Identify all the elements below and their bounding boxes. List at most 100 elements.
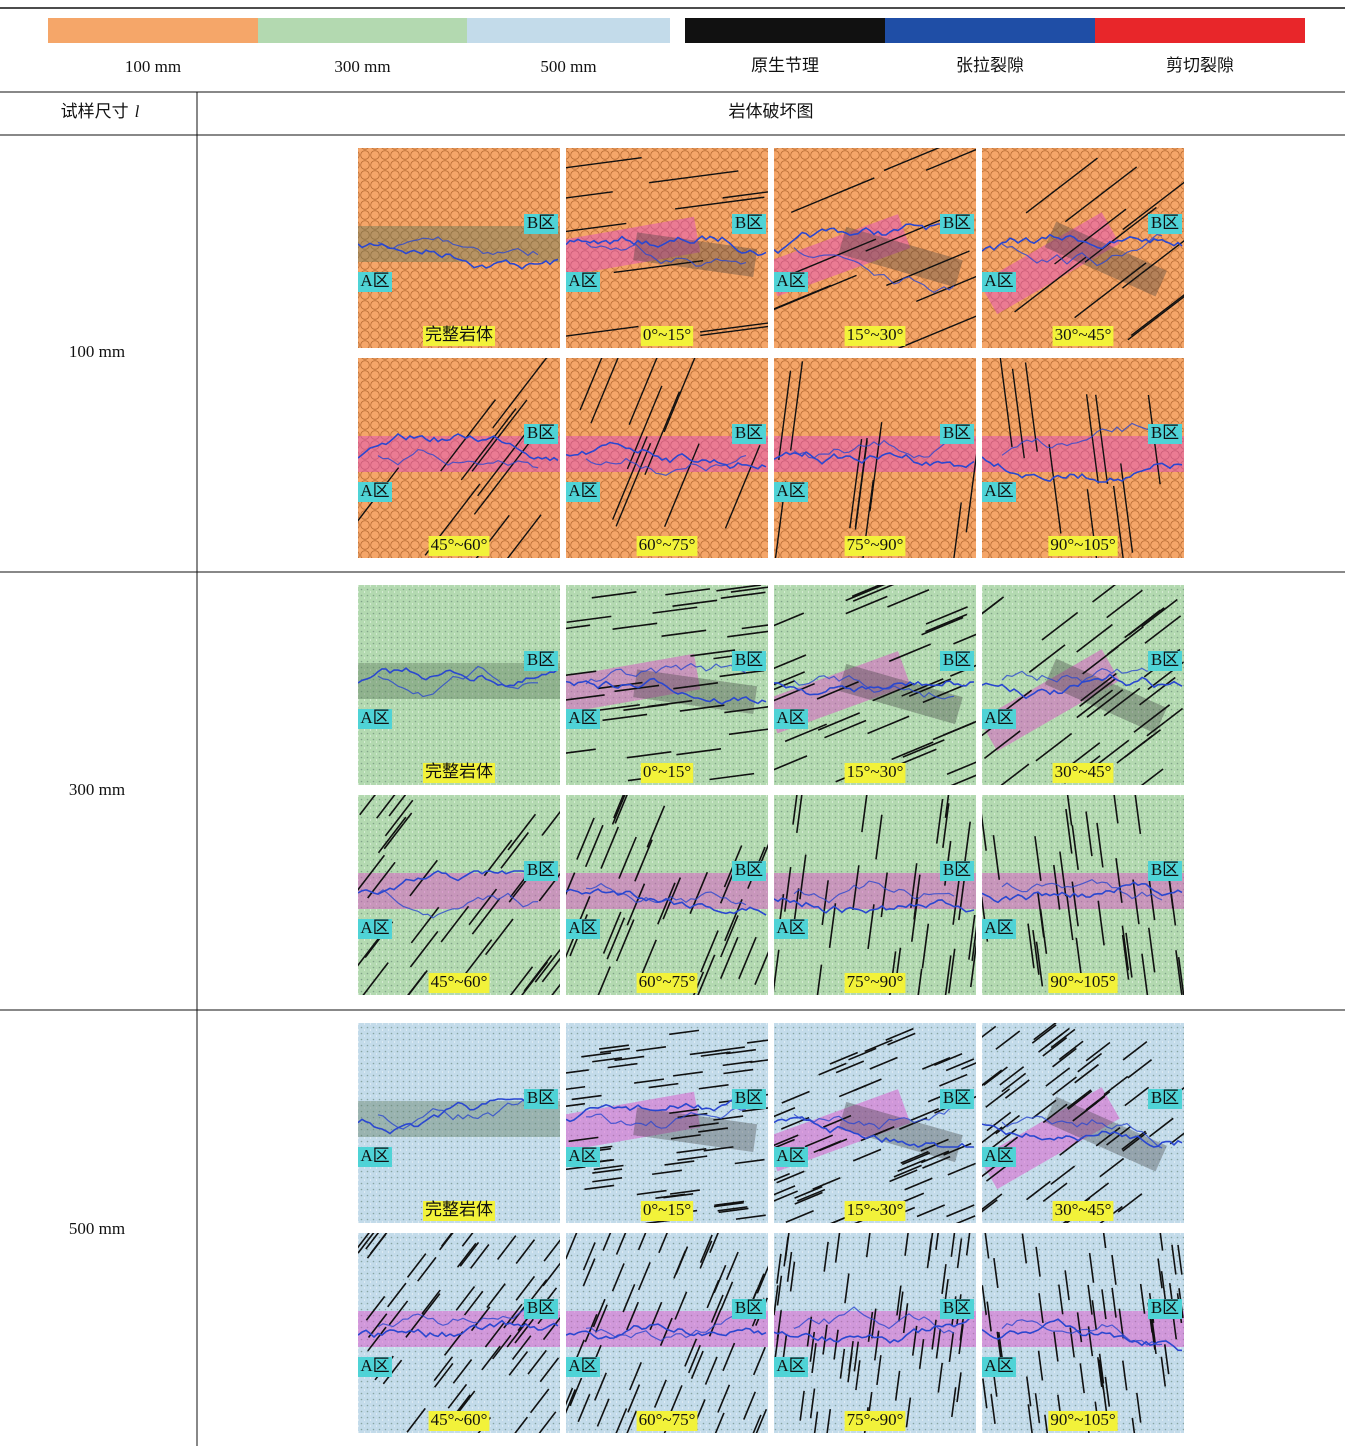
joint (629, 1361, 642, 1391)
joint (1147, 875, 1156, 921)
joint (1059, 851, 1067, 897)
zone-label: B区 (732, 650, 766, 671)
zone-label: A区 (982, 1356, 1016, 1377)
joint (1160, 1356, 1167, 1387)
joint (566, 1069, 589, 1074)
joint (543, 1239, 560, 1262)
zone-text: A区 (776, 271, 805, 290)
joint (1076, 623, 1113, 653)
joint (778, 370, 792, 461)
zone-text: B区 (1151, 1298, 1179, 1317)
zone-text: A区 (984, 271, 1013, 290)
joint (637, 1261, 651, 1291)
joint (724, 706, 768, 714)
tensile-crack (774, 1315, 975, 1344)
panel-label: 60°~75° (639, 972, 696, 991)
joint (1139, 676, 1176, 706)
joint (1085, 1090, 1111, 1111)
zone-label: B区 (732, 423, 766, 444)
zone-box (358, 1147, 392, 1167)
rock-background (982, 148, 1184, 348)
joint (983, 730, 1021, 759)
joint (1163, 1344, 1170, 1375)
joint (944, 955, 952, 995)
joint (844, 1273, 850, 1304)
joint (1120, 463, 1134, 553)
panel-label-box (423, 1201, 495, 1221)
joint (1076, 689, 1114, 719)
zone-box (566, 482, 600, 502)
joint (1132, 879, 1140, 925)
tensile-crack (566, 677, 767, 705)
joint (961, 1062, 976, 1070)
panel-label-box (844, 973, 906, 993)
zone-text: B区 (735, 860, 763, 879)
zone-box (358, 482, 392, 502)
panel-label-box (636, 536, 698, 556)
joint (898, 315, 976, 348)
panel-label-box (1048, 1411, 1118, 1431)
legend-swatch (467, 18, 670, 43)
joint (1096, 822, 1104, 868)
joint (1053, 1331, 1059, 1362)
joint (902, 739, 945, 758)
joint (738, 936, 757, 980)
joint (905, 1397, 912, 1428)
joint (582, 1242, 596, 1271)
joint (784, 723, 827, 743)
joint (925, 606, 968, 625)
zone-text: A区 (568, 708, 597, 727)
joint (521, 961, 549, 995)
joint (1168, 880, 1177, 926)
joint (992, 835, 1001, 880)
panel-label: 90°~105° (1050, 1410, 1115, 1429)
tensile-crack (774, 897, 975, 914)
joint (365, 1295, 386, 1321)
joint (1067, 1090, 1093, 1110)
legend-label: 300 mm (334, 57, 390, 76)
joint (388, 795, 407, 817)
joint (1066, 1089, 1092, 1109)
joint (849, 438, 863, 529)
panel-label: 0°~15° (643, 762, 691, 781)
joint (1095, 394, 1109, 485)
joint (484, 918, 514, 956)
joint (1064, 166, 1138, 223)
zone-label: A区 (566, 918, 600, 939)
joint (1054, 208, 1127, 265)
joint (689, 1049, 720, 1056)
joint (794, 1191, 823, 1205)
joint (720, 1281, 734, 1310)
joint (627, 1384, 641, 1413)
panel-label: 75°~90° (847, 1410, 904, 1429)
joint (956, 1372, 962, 1403)
joint (1097, 1357, 1103, 1388)
joint (652, 606, 698, 614)
joint (776, 1275, 783, 1306)
joint (514, 1318, 534, 1344)
joint (626, 883, 646, 926)
zone-text: A区 (360, 708, 389, 727)
joint (607, 1062, 638, 1069)
panel-label-box (428, 973, 490, 993)
zone-text: A区 (360, 918, 389, 937)
joint (869, 1056, 898, 1070)
joint (789, 361, 804, 451)
rock-panel (566, 585, 768, 785)
joint (995, 1114, 1021, 1135)
joint (1052, 1076, 1077, 1096)
joint (614, 795, 628, 824)
joint (566, 222, 627, 233)
tensile-crack (1001, 422, 1163, 456)
joint (1079, 1363, 1085, 1394)
zone-label: A区 (566, 1146, 600, 1167)
joint (471, 897, 501, 935)
joint (723, 1068, 754, 1075)
joint (1130, 294, 1184, 336)
joint (1127, 1059, 1153, 1079)
joint (675, 196, 765, 210)
rock-panel (982, 1023, 1184, 1223)
zone-text: B区 (527, 423, 555, 442)
joint (1141, 953, 1149, 995)
zone-box (1148, 1299, 1182, 1319)
